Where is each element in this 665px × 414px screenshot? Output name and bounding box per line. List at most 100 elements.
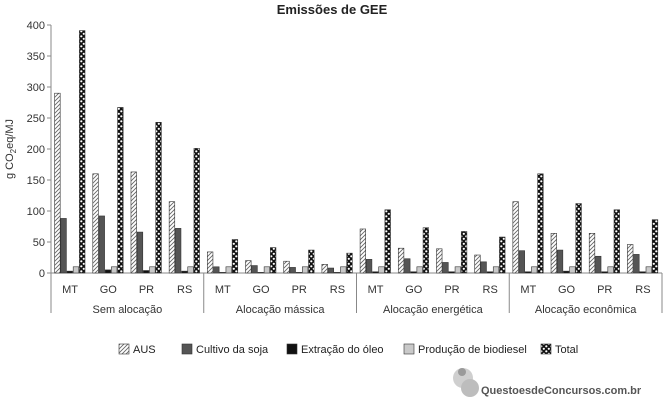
bar-aus-aloca-o-m-ssica-mt — [207, 251, 214, 274]
y-tick-label: 0 — [39, 268, 45, 280]
bar-total-aloca-o-m-ssica-mt — [231, 239, 239, 274]
bar-extra-o-do-leo-aloca-o-m-ssica-pr — [295, 272, 303, 274]
bar-produ-o-de-biodiesel-sem-aloca-o-pr — [149, 266, 156, 274]
bar-total-sem-aloca-o-rs — [193, 148, 200, 274]
bar-aus-sem-aloca-o-rs — [168, 201, 176, 274]
y-tick-label: 200 — [27, 144, 45, 156]
bar-produ-o-de-biodiesel-aloca-o-energ-tica-go — [416, 266, 423, 274]
bars — [54, 30, 659, 274]
y-tick-label: 250 — [27, 113, 45, 125]
y-tick-label: 300 — [27, 82, 45, 94]
bar-produ-o-de-biodiesel-aloca-o-energ-tica-mt — [378, 266, 385, 274]
bar-total-aloca-o-energ-tica-pr — [460, 231, 468, 274]
x-category-label: GO — [100, 284, 118, 296]
bar-extra-o-do-leo-aloca-o-m-ssica-rs — [334, 272, 341, 274]
bar-produ-o-de-biodiesel-aloca-o-econ-mica-pr — [607, 266, 614, 274]
bar-cultivo-da-soja-aloca-o-econ-mica-go — [556, 249, 564, 274]
bar-aus-aloca-o-energ-tica-rs — [474, 254, 481, 274]
bar-extra-o-do-leo-aloca-o-energ-tica-go — [410, 271, 417, 274]
x-category-label: PR — [139, 284, 154, 296]
x-category-label: GO — [405, 284, 423, 296]
bar-aus-aloca-o-m-ssica-pr — [283, 260, 290, 274]
bar-cultivo-da-soja-aloca-o-m-ssica-go — [251, 265, 258, 274]
legend-swatch — [403, 343, 415, 355]
bar-extra-o-do-leo-sem-aloca-o-rs — [181, 270, 188, 274]
bar-cultivo-da-soja-aloca-o-energ-tica-rs — [480, 261, 487, 274]
bar-cultivo-da-soja-aloca-o-m-ssica-mt — [213, 266, 220, 274]
bar-extra-o-do-leo-aloca-o-econ-mica-rs — [639, 271, 646, 274]
bar-produ-o-de-biodiesel-aloca-o-m-ssica-rs — [340, 266, 347, 274]
bar-extra-o-do-leo-aloca-o-energ-tica-rs — [486, 271, 493, 274]
x-category-label: GO — [558, 284, 576, 296]
bar-aus-aloca-o-econ-mica-go — [550, 233, 557, 274]
bar-produ-o-de-biodiesel-aloca-o-m-ssica-mt — [225, 266, 232, 274]
x-category-label: MT — [62, 284, 78, 296]
bar-cultivo-da-soja-aloca-o-energ-tica-pr — [442, 262, 449, 274]
legend-swatch — [540, 343, 552, 355]
x-category-label: PR — [292, 284, 307, 296]
bar-aus-aloca-o-energ-tica-mt — [359, 228, 366, 274]
x-group-label: Alocação econômica — [535, 304, 637, 316]
x-group-label: Sem alocação — [93, 304, 163, 316]
bar-cultivo-da-soja-sem-aloca-o-rs — [175, 228, 182, 274]
bar-extra-o-do-leo-aloca-o-econ-mica-go — [563, 270, 570, 274]
bar-produ-o-de-biodiesel-sem-aloca-o-go — [111, 266, 118, 274]
bar-produ-o-de-biodiesel-aloca-o-m-ssica-go — [263, 266, 271, 274]
x-category-label: PR — [444, 284, 459, 296]
bar-total-sem-aloca-o-go — [117, 107, 124, 274]
x-group-label: Alocação energética — [383, 304, 484, 316]
y-tick-label: 50 — [33, 237, 45, 249]
x-category-label: PR — [597, 284, 612, 296]
bar-extra-o-do-leo-sem-aloca-o-pr — [143, 270, 150, 274]
legend-label: Extração do óleo — [301, 344, 384, 356]
bar-extra-o-do-leo-sem-aloca-o-mt — [66, 270, 73, 274]
bar-aus-aloca-o-energ-tica-pr — [436, 248, 443, 274]
y-tick-label: 400 — [27, 20, 45, 32]
x-category-label: MT — [368, 284, 384, 296]
legend-label: AUS — [133, 344, 156, 356]
x-category-label: RS — [177, 284, 192, 296]
legend-label: Cultivo da soja — [196, 344, 269, 356]
chart-title: Emissões de GEE — [277, 2, 388, 17]
y-axis-label: g CO2eq/MJ — [4, 119, 18, 179]
x-category-label: MT — [520, 284, 536, 296]
bar-cultivo-da-soja-sem-aloca-o-mt — [60, 218, 67, 274]
bar-cultivo-da-soja-aloca-o-m-ssica-rs — [327, 267, 335, 274]
bar-aus-aloca-o-econ-mica-pr — [588, 233, 596, 274]
bar-total-aloca-o-energ-tica-go — [422, 227, 429, 274]
bar-produ-o-de-biodiesel-aloca-o-econ-mica-rs — [645, 266, 652, 274]
x-group-label: Alocação mássica — [236, 304, 326, 316]
bar-total-aloca-o-energ-tica-rs — [499, 236, 506, 274]
bar-aus-sem-aloca-o-pr — [130, 171, 137, 274]
bar-extra-o-do-leo-aloca-o-econ-mica-pr — [601, 271, 608, 274]
bar-cultivo-da-soja-sem-aloca-o-pr — [136, 231, 144, 274]
bar-aus-sem-aloca-o-go — [92, 173, 99, 274]
bar-cultivo-da-soja-aloca-o-econ-mica-mt — [518, 250, 525, 274]
bar-total-aloca-o-energ-tica-mt — [384, 209, 391, 274]
x-category-label: GO — [252, 284, 270, 296]
bar-total-sem-aloca-o-pr — [155, 122, 162, 274]
bar-total-aloca-o-m-ssica-go — [270, 247, 277, 274]
bar-extra-o-do-leo-aloca-o-m-ssica-mt — [219, 272, 226, 274]
bar-cultivo-da-soja-aloca-o-m-ssica-pr — [289, 267, 296, 274]
bar-cultivo-da-soja-aloca-o-econ-mica-pr — [595, 255, 602, 274]
bar-aus-aloca-o-energ-tica-go — [397, 247, 405, 274]
bar-total-sem-aloca-o-mt — [79, 30, 86, 274]
watermark-logo-icon — [453, 368, 479, 397]
category-labels: MT GO PR RS Sem alocação MT GO PR RS Alocação más… — [62, 273, 651, 316]
bar-total-aloca-o-econ-mica-rs — [651, 219, 659, 274]
legend-swatch — [118, 343, 130, 355]
bar-total-aloca-o-m-ssica-pr — [308, 249, 315, 274]
y-tick-label: 350 — [27, 51, 45, 63]
bar-aus-sem-aloca-o-mt — [54, 92, 61, 274]
bar-produ-o-de-biodiesel-aloca-o-energ-tica-pr — [454, 266, 461, 274]
legend: AUS Cultivo da soja Extração do óleo Produç… — [118, 343, 578, 356]
watermark-text: QuestoesdeConcursos.com.br — [481, 385, 642, 397]
bar-extra-o-do-leo-aloca-o-econ-mica-mt — [524, 271, 532, 274]
x-category-label: RS — [330, 284, 345, 296]
y-tick-label: 150 — [27, 175, 45, 187]
bar-total-aloca-o-m-ssica-rs — [346, 252, 353, 274]
legend-swatch — [181, 343, 193, 355]
bar-extra-o-do-leo-sem-aloca-o-go — [104, 269, 112, 274]
